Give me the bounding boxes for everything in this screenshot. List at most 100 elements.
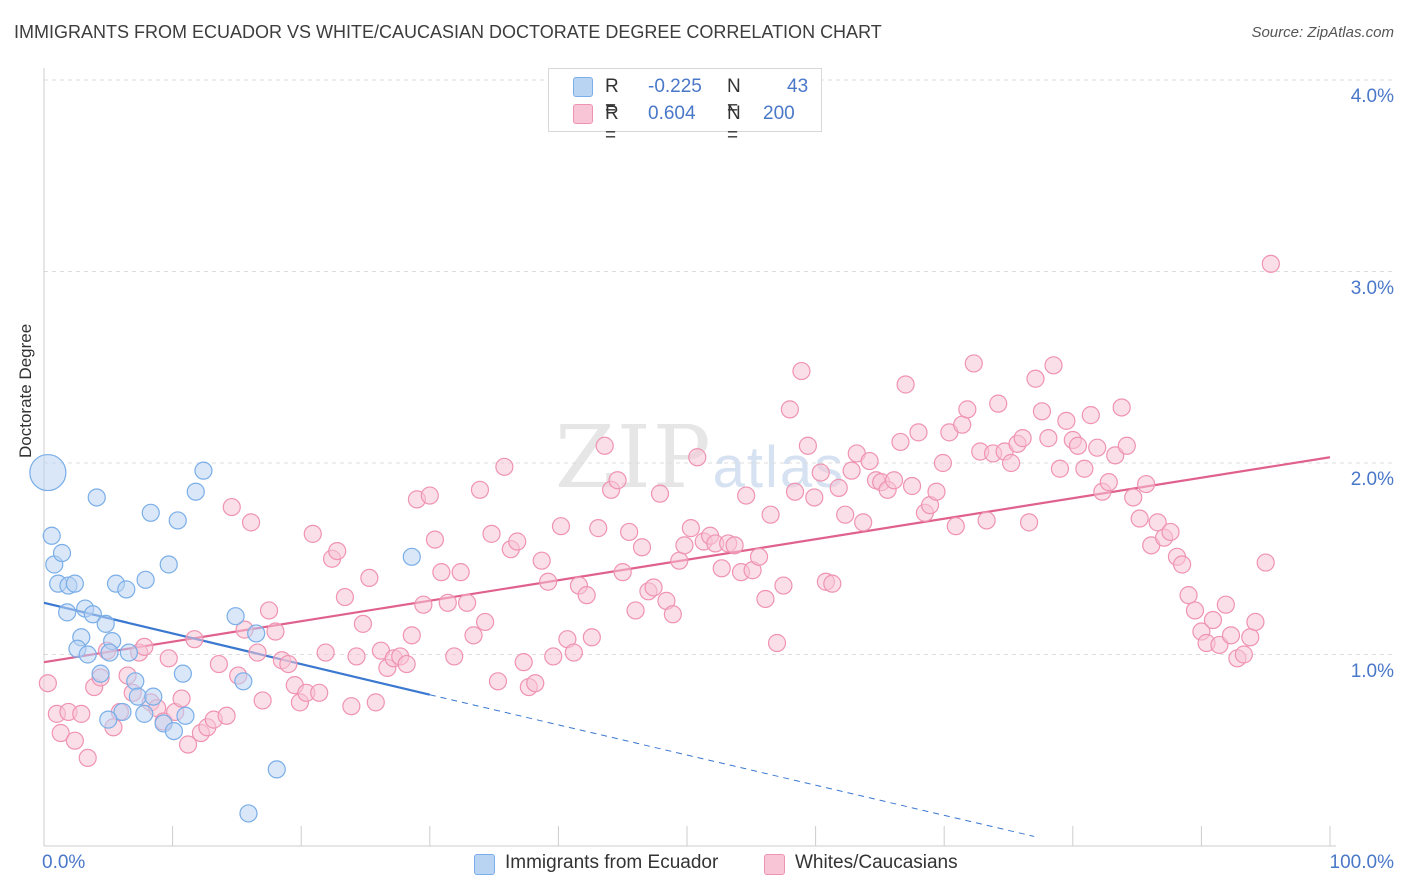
data-point (488, 672, 508, 691)
data-point (1088, 438, 1107, 457)
data-point (128, 687, 147, 706)
data-point (100, 643, 119, 662)
data-point (144, 687, 163, 706)
data-point (1068, 436, 1088, 455)
data-point (451, 563, 470, 582)
data-point (526, 674, 545, 693)
data-point (209, 654, 228, 674)
data-point (432, 563, 451, 582)
data-point (72, 704, 91, 723)
data-point (1173, 555, 1192, 574)
data-point (811, 463, 830, 482)
data-point (1112, 398, 1131, 417)
data-point (65, 731, 84, 750)
data-point (1099, 473, 1118, 492)
data-point (608, 471, 627, 490)
data-point (126, 672, 145, 691)
data-point (347, 647, 366, 666)
data-point (342, 697, 361, 716)
data-point (823, 574, 842, 593)
data-point (1148, 513, 1167, 532)
chart-title: IMMIGRANTS FROM ECUADOR VS WHITE/CAUCASI… (14, 22, 882, 42)
data-point (65, 574, 84, 593)
data-point (247, 624, 266, 643)
data-point (1075, 459, 1094, 478)
data-point (737, 486, 756, 505)
data-point (1001, 453, 1021, 473)
data-point (159, 649, 178, 668)
legend-r-value: -0.225 (648, 76, 702, 97)
data-point (366, 693, 385, 712)
data-point (42, 526, 61, 545)
data-point (774, 576, 793, 595)
data-point (135, 637, 154, 656)
data-point (681, 519, 700, 538)
data-point (927, 482, 946, 501)
data-point (805, 488, 824, 507)
data-point (785, 482, 805, 501)
data-point (953, 415, 972, 434)
data-point (241, 513, 261, 532)
data-point (860, 451, 879, 471)
data-point (78, 748, 97, 768)
data-point (1261, 254, 1280, 273)
data-point (267, 760, 286, 779)
data-point (946, 517, 965, 536)
data-point (756, 589, 775, 609)
data-point (353, 614, 373, 633)
data-point (91, 664, 110, 683)
data-point (185, 630, 204, 649)
y-tick-label: 3.0% (1350, 278, 1394, 299)
data-point (226, 607, 245, 626)
data-point (425, 530, 445, 549)
data-point (1019, 513, 1039, 532)
data-point (829, 478, 848, 497)
data-point (725, 536, 744, 555)
data-point (539, 572, 558, 591)
legend-n-label: N = (727, 103, 741, 146)
data-point (884, 471, 904, 490)
data-point (51, 723, 70, 743)
data-point (1124, 488, 1143, 507)
data-point (1185, 601, 1205, 620)
data-point (582, 628, 601, 647)
data-point (117, 580, 136, 599)
trend-line-ecuador-extension (429, 694, 1035, 837)
data-point (1137, 474, 1156, 494)
data-point (902, 476, 922, 496)
data-point (989, 394, 1008, 413)
data-point (1044, 356, 1063, 375)
data-point (186, 482, 205, 501)
data-point (712, 559, 731, 578)
data-point (798, 436, 817, 455)
legend-n-value: 200 (763, 103, 795, 124)
legend-swatch-pink (764, 854, 785, 875)
data-point (508, 532, 527, 551)
data-point (38, 674, 57, 693)
data-point (470, 480, 490, 499)
data-point (136, 570, 155, 589)
data-point (482, 524, 501, 543)
points (29, 254, 1280, 823)
data-point (663, 605, 682, 624)
data-point (1026, 369, 1045, 388)
data-point (1241, 628, 1260, 647)
data-point (141, 503, 160, 522)
legend-swatch-pink (573, 104, 593, 124)
data-point (613, 563, 632, 582)
data-point (178, 735, 198, 754)
x-tick-label: 100.0% (1329, 852, 1394, 873)
data-point (1039, 429, 1058, 448)
data-point (1256, 553, 1275, 572)
data-point (310, 683, 329, 702)
data-point (767, 633, 787, 653)
data-point (854, 513, 873, 532)
data-point (234, 672, 253, 691)
legend-swatch-blue (474, 854, 495, 875)
legend-r-label: R = (605, 103, 619, 146)
watermark-zip: ZIP (555, 408, 713, 508)
data-point (164, 721, 183, 741)
data-point (1050, 459, 1070, 478)
data-point (475, 612, 495, 632)
data-point (514, 653, 533, 672)
